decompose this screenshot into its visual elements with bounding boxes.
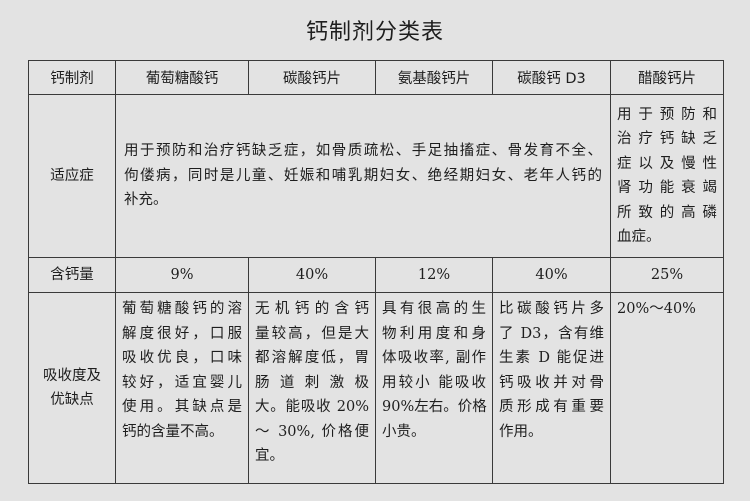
calcium-content-row: 含钙量 9% 40% 12% 40% 25% xyxy=(28,257,724,293)
absorption-cell: 葡萄糖酸钙的溶 解度很好，口服 吸收优良，口味 较好，适宜婴儿 使用。其缺点是 钙的含量不… xyxy=(115,292,249,484)
text-line: 都溶解度低，胃 xyxy=(255,350,369,366)
calcium-content-cell: 40% xyxy=(492,257,611,293)
text-line: 钙的含量不高。 xyxy=(122,423,224,440)
cell-text: 用于预防和治疗钙缺乏症以及慢性肾功能衰竭所致的高磷血症。 xyxy=(611,103,723,250)
text-line: 90%左右。价格 xyxy=(382,399,487,415)
text-line: 生素 D 能促进 xyxy=(499,350,604,366)
text-line: 宜。 xyxy=(255,448,284,464)
text-line: 较好，适宜婴儿 xyxy=(122,374,242,391)
text-line: 用于预防和治疗钙缺乏症，如骨质疏松、手足抽搐症、骨发育不全、 xyxy=(124,143,602,160)
text-line: 小贵。 xyxy=(382,423,426,440)
text-line: ～ 30%, 价格便 xyxy=(255,423,369,440)
cell-text: 具有很高的生 物利用度和身 体吸收率, 副作 用较小 能吸收 90%左右。价格 小贵。 xyxy=(376,297,492,444)
cell-text: 无机钙的含钙 量较高，但是大 都溶解度低，胃 肠道刺激极大。能吸收 20% ～ 30%,… xyxy=(249,297,375,469)
cell-text: 比碳酸钙片多了 D3，含有维 生素 D 能促进 钙吸收并对骨 质形成有重要 作用。 xyxy=(493,297,610,444)
text-line: 量较高，但是大 xyxy=(255,325,369,342)
calcium-content-cell: 9% xyxy=(115,257,249,293)
text-line: 吸收优良，口味 xyxy=(122,350,242,366)
row-label-calcium-content: 含钙量 xyxy=(28,257,116,293)
calcium-content-cell: 40% xyxy=(248,257,376,293)
calcium-classification-table: 钙制剂 葡萄糖酸钙 碳酸钙片 氨基酸钙片 碳酸钙 D3 醋酸钙片 适应症 用于预… xyxy=(28,60,724,484)
text-line: 无机钙的含钙 xyxy=(255,301,369,317)
cell-text: 用于预防和治疗钙缺乏症，如骨质疏松、手足抽搐症、骨发育不全、 佝偻病，同时是儿童、… xyxy=(116,139,610,213)
text-line: 比碳酸钙片多 xyxy=(499,301,604,317)
header-cell: 钙制剂 xyxy=(28,60,116,95)
text-line: 所致的高磷 xyxy=(617,204,717,221)
text-line: 治疗钙缺乏 xyxy=(617,131,717,147)
text-line: 用于预防和 xyxy=(617,106,717,123)
row-label-line: 吸收度及 xyxy=(43,368,101,384)
cell-text: 20%～40% xyxy=(611,297,723,322)
text-line: 使用。其缺点是 xyxy=(122,399,242,415)
row-label-line: 优缺点 xyxy=(50,392,94,408)
text-line: 大。能吸收 20% xyxy=(255,399,369,415)
text-line: 症以及慢性 xyxy=(617,155,717,172)
indication-shared-cell: 用于预防和治疗钙缺乏症，如骨质疏松、手足抽搐症、骨发育不全、 佝偻病，同时是儿童、… xyxy=(115,94,611,258)
text-line: 用较小 能吸收 xyxy=(382,374,486,391)
absorption-cell: 比碳酸钙片多了 D3，含有维 生素 D 能促进 钙吸收并对骨 质形成有重要 作用。 xyxy=(492,292,611,484)
header-row: 钙制剂 葡萄糖酸钙 碳酸钙片 氨基酸钙片 碳酸钙 D3 醋酸钙片 xyxy=(28,60,724,95)
text-line: 20%～40% xyxy=(617,301,696,317)
text-line: 佝偻病，同时是儿童、妊娠和哺乳期妇女、绝经期妇女、老年人钙的 xyxy=(124,167,602,184)
header-cell: 碳酸钙片 xyxy=(248,60,376,95)
table-title: 钙制剂分类表 xyxy=(305,20,444,45)
absorption-row: 吸收度及 优缺点 葡萄糖酸钙的溶 解度很好，口服 吸收优良，口味 较好，适宜婴儿 使用。… xyxy=(28,292,724,484)
text-line: 解度很好，口服 xyxy=(122,325,242,342)
cell-text: 葡萄糖酸钙的溶 解度很好，口服 吸收优良，口味 较好，适宜婴儿 使用。其缺点是 钙的含量不… xyxy=(116,297,248,444)
text-line: 作用。 xyxy=(499,423,543,440)
text-line: 肾功能衰竭 xyxy=(617,180,717,196)
row-label-absorption: 吸收度及 优缺点 xyxy=(28,292,116,484)
absorption-cell: 20%～40% xyxy=(610,292,724,484)
header-cell: 碳酸钙 D3 xyxy=(492,60,611,95)
absorption-cell: 无机钙的含钙 量较高，但是大 都溶解度低，胃 肠道刺激极大。能吸收 20% ～ 30%,… xyxy=(248,292,376,484)
text-line: 了 D3，含有维 xyxy=(499,325,604,342)
text-line: 体吸收率, 副作 xyxy=(382,350,486,366)
text-line: 具有很高的生 xyxy=(382,301,486,317)
calcium-content-cell: 12% xyxy=(375,257,493,293)
header-cell: 葡萄糖酸钙 xyxy=(115,60,249,95)
text-line: 肠道刺激极 xyxy=(255,374,369,391)
header-cell: 氨基酸钙片 xyxy=(375,60,493,95)
text-line: 血症。 xyxy=(617,229,661,245)
indication-row: 适应症 用于预防和治疗钙缺乏症，如骨质疏松、手足抽搐症、骨发育不全、 佝偻病，同时… xyxy=(28,94,724,258)
text-line: 钙吸收并对骨 xyxy=(499,374,604,391)
text-line: 物利用度和身 xyxy=(382,325,486,342)
calcium-content-cell: 25% xyxy=(610,257,724,293)
header-cell: 醋酸钙片 xyxy=(610,60,724,95)
text-line: 质形成有重要 xyxy=(499,399,604,415)
text-line: 补充。 xyxy=(124,192,168,209)
row-label-indication: 适应症 xyxy=(28,94,116,258)
absorption-cell: 具有很高的生 物利用度和身 体吸收率, 副作 用较小 能吸收 90%左右。价格 小贵。 xyxy=(375,292,493,484)
indication-acetate-cell: 用于预防和治疗钙缺乏症以及慢性肾功能衰竭所致的高磷血症。 xyxy=(610,94,724,258)
text-line: 葡萄糖酸钙的溶 xyxy=(122,301,242,317)
